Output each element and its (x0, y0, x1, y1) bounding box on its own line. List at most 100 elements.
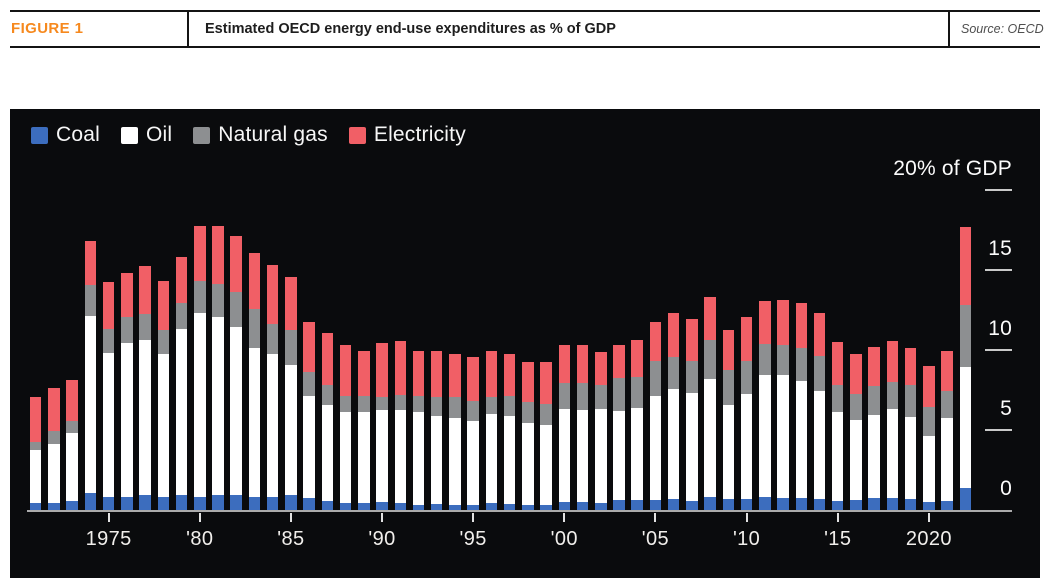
segment-natural-gas (941, 391, 953, 419)
segment-coal (576, 502, 589, 511)
segment-electricity (831, 342, 844, 385)
segment-coal (595, 503, 607, 511)
segment-coal (613, 499, 625, 511)
bar-2011 (759, 301, 771, 511)
segment-natural-gas (740, 360, 753, 395)
segment-electricity (722, 330, 735, 371)
x-tick-line (563, 513, 566, 522)
bar-2003 (613, 344, 625, 511)
segment-electricity (84, 240, 97, 286)
segment-oil (285, 365, 297, 495)
segment-oil (923, 435, 935, 503)
legend-item-natural-gas: Natural gas (193, 123, 328, 147)
segment-coal (394, 503, 406, 511)
segment-electricity (923, 366, 935, 408)
segment-oil (686, 392, 698, 502)
bar-1973 (66, 379, 78, 511)
segment-oil (576, 410, 589, 503)
bar-2018 (886, 341, 899, 511)
segment-electricity (102, 282, 115, 329)
segment-electricity (649, 322, 662, 361)
bar-1977 (139, 266, 151, 511)
segment-coal (686, 501, 698, 511)
segment-oil (467, 421, 479, 505)
segment-electricity (777, 299, 789, 345)
legend-label: Oil (146, 123, 173, 146)
bar-1971 (29, 397, 42, 511)
segment-coal (759, 497, 771, 511)
bar-2009 (722, 330, 735, 511)
bar-1990 (376, 343, 388, 511)
segment-oil (667, 389, 680, 499)
bar-1986 (303, 322, 315, 511)
segment-oil (904, 416, 917, 499)
segment-coal (904, 499, 917, 511)
segment-electricity (795, 303, 808, 348)
segment-natural-gas (522, 402, 534, 424)
segment-electricity (868, 347, 880, 387)
segment-oil (266, 354, 279, 497)
segment-coal (430, 503, 443, 511)
bar-1974 (84, 240, 97, 511)
segment-electricity (358, 351, 370, 396)
bar-2020 (923, 366, 935, 511)
segment-natural-gas (376, 397, 388, 411)
bar-1979 (175, 256, 188, 511)
header-divider (948, 12, 950, 46)
segment-oil (540, 424, 552, 505)
segment-coal (485, 503, 498, 511)
y-tick-dash (985, 429, 1012, 431)
segment-natural-gas (831, 384, 844, 412)
segment-electricity (29, 397, 42, 443)
bar-1997 (503, 354, 516, 511)
segment-oil (722, 405, 735, 499)
segment-coal (540, 504, 552, 511)
segment-coal (795, 498, 808, 511)
x-tick-label: '90 (368, 528, 396, 550)
segment-natural-gas (266, 323, 279, 355)
x-tick-line (289, 513, 292, 522)
x-tick-label: 2020 (905, 528, 952, 550)
y-tick-dash (985, 349, 1012, 351)
bar-1993 (430, 351, 443, 511)
segment-coal (376, 502, 388, 511)
chart-panel: Coal Oil Natural gas Electricity 20% of GDP… (10, 109, 1040, 578)
segment-electricity (121, 272, 133, 318)
segment-natural-gas (886, 382, 899, 410)
segment-coal (48, 503, 60, 511)
segment-natural-gas (394, 395, 406, 411)
legend-swatch-icon (348, 126, 366, 144)
bar-1998 (522, 362, 534, 511)
segment-electricity (230, 235, 242, 292)
segment-natural-gas (558, 383, 571, 409)
segment-natural-gas (358, 395, 370, 412)
bar-1972 (48, 387, 60, 511)
segment-coal (84, 493, 97, 511)
segment-electricity (740, 317, 753, 361)
segment-natural-gas (503, 395, 516, 416)
segment-natural-gas (704, 339, 716, 380)
segment-coal (102, 496, 115, 511)
bar-1975 (102, 282, 115, 511)
segment-electricity (886, 341, 899, 383)
figure-title: Estimated OECD energy end-use expenditur… (205, 21, 616, 37)
y-tick-label: 10 (988, 317, 1012, 340)
segment-natural-gas (613, 378, 625, 412)
x-tick-label: 1975 (85, 528, 132, 550)
segment-oil (595, 408, 607, 503)
segment-electricity (66, 379, 78, 422)
segment-electricity (175, 256, 188, 304)
y-tick-dash (985, 189, 1012, 191)
segment-coal (831, 500, 844, 511)
x-tick-label: '80 (186, 528, 214, 550)
segment-natural-gas (321, 384, 334, 406)
segment-electricity (631, 339, 643, 377)
segment-natural-gas (777, 344, 789, 376)
figure-source: Source: OECD (961, 22, 1044, 36)
segment-oil (84, 315, 97, 494)
segment-oil (831, 411, 844, 501)
segment-natural-gas (66, 421, 78, 433)
segment-coal (29, 503, 42, 511)
segment-coal (121, 496, 133, 511)
segment-oil (212, 317, 224, 495)
